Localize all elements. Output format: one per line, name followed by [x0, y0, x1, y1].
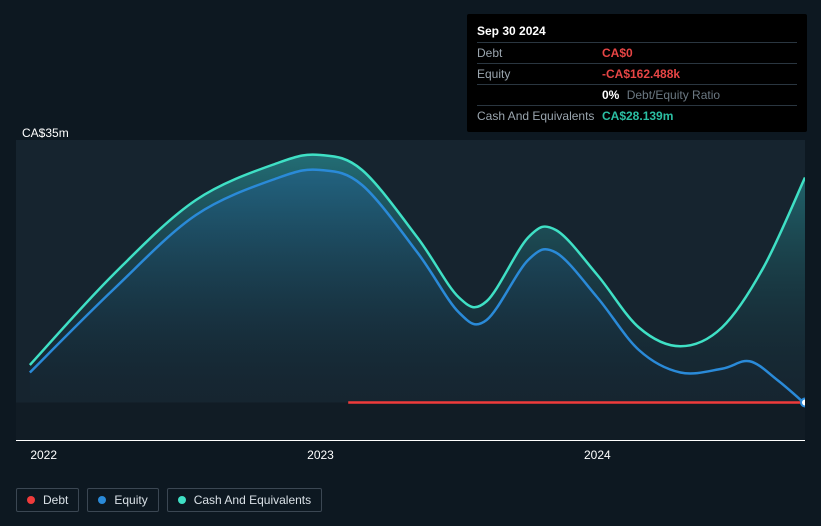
tooltip-value: CA$0	[602, 46, 633, 60]
tooltip-label: Cash And Equivalents	[477, 109, 602, 123]
tooltip-value: 0% Debt/Equity Ratio	[602, 88, 720, 102]
legend-item-cash[interactable]: Cash And Equivalents	[167, 488, 322, 512]
data-tooltip: Sep 30 2024 Debt CA$0 Equity -CA$162.488…	[467, 14, 807, 132]
tooltip-date: Sep 30 2024	[477, 20, 797, 42]
tooltip-row-equity: Equity -CA$162.488k	[477, 63, 797, 84]
legend-label: Equity	[114, 493, 147, 507]
tooltip-label	[477, 88, 602, 102]
legend-dot	[178, 496, 186, 504]
tooltip-row-ratio: 0% Debt/Equity Ratio	[477, 84, 797, 105]
tooltip-row-debt: Debt CA$0	[477, 42, 797, 63]
legend-dot	[27, 496, 35, 504]
x-axis-tick: 2023	[307, 448, 334, 462]
legend-item-equity[interactable]: Equity	[87, 488, 158, 512]
legend: Debt Equity Cash And Equivalents	[16, 488, 322, 512]
legend-dot	[98, 496, 106, 504]
y-axis-tick: CA$35m	[22, 126, 69, 140]
legend-item-debt[interactable]: Debt	[16, 488, 79, 512]
ratio-pct: 0%	[602, 88, 619, 102]
tooltip-label: Debt	[477, 46, 602, 60]
tooltip-value: -CA$162.488k	[602, 67, 680, 81]
ratio-label: Debt/Equity Ratio	[627, 88, 720, 102]
tooltip-label: Equity	[477, 67, 602, 81]
axis-line-bottom	[16, 440, 805, 441]
tooltip-row-cash: Cash And Equivalents CA$28.139m	[477, 105, 797, 126]
tooltip-value: CA$28.139m	[602, 109, 673, 123]
legend-label: Cash And Equivalents	[194, 493, 311, 507]
x-axis-tick: 2024	[584, 448, 611, 462]
x-axis-tick: 2022	[30, 448, 57, 462]
legend-label: Debt	[43, 493, 68, 507]
chart-area[interactable]	[16, 140, 805, 440]
